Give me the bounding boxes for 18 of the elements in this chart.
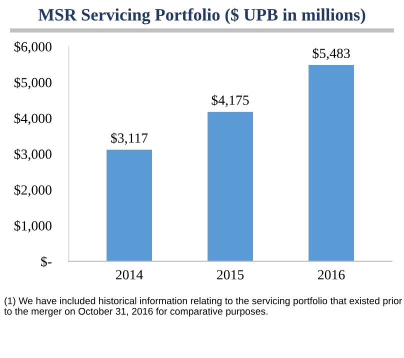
y-tick-label: $2,000	[14, 184, 52, 197]
x-tick-label: 2015	[217, 270, 244, 280]
bar	[308, 65, 354, 262]
x-tick-label: 2016	[318, 270, 345, 280]
data-label: $3,117	[111, 132, 148, 145]
y-tick-label: $1,000	[14, 220, 52, 232]
chart-title: MSR Servicing Portfolio ($ UPB in millions)	[38, 8, 366, 24]
y-tick-label: $6,000	[14, 41, 52, 54]
bar	[106, 150, 152, 262]
y-tick-label: $4,000	[14, 112, 52, 126]
bar	[208, 112, 254, 262]
data-label: $4,175	[212, 94, 249, 107]
data-label: $5,483	[312, 48, 350, 60]
y-tick-label: $5,000	[14, 77, 52, 90]
text: (1) We have included historical information relating to the servicing portfolio that existed prior to the merger on October 31, 2016 for comparative purposes.	[4, 297, 402, 317]
x-tick-label: 2014	[116, 270, 143, 280]
y-tick-label: $-	[41, 256, 52, 268]
y-tick-label: $3,000	[14, 148, 52, 161]
